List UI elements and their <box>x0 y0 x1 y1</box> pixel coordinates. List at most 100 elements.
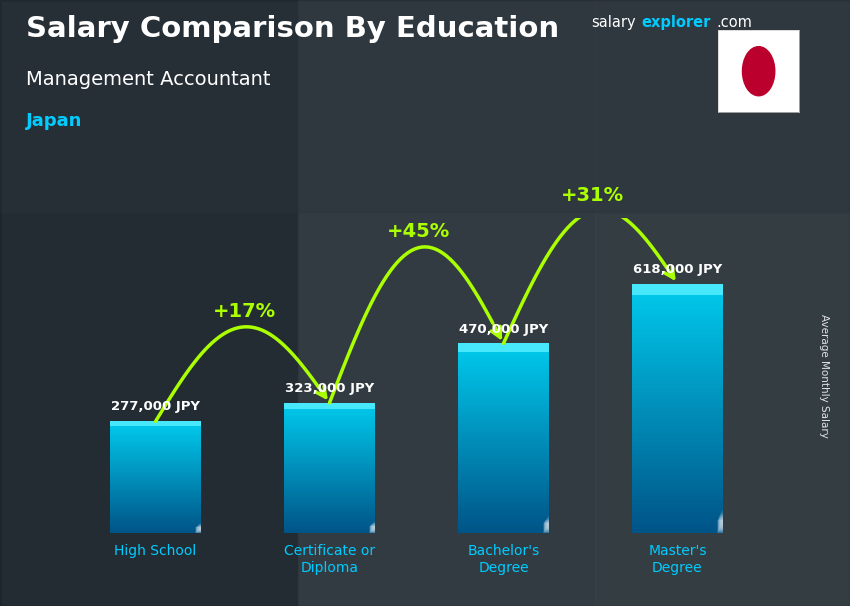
Bar <box>284 505 375 507</box>
Bar <box>110 464 201 466</box>
Bar <box>110 526 201 528</box>
Bar <box>298 0 595 606</box>
Bar <box>373 522 375 529</box>
Text: +17%: +17% <box>212 302 276 321</box>
Bar <box>458 368 549 372</box>
Bar <box>110 466 201 468</box>
Bar <box>110 457 201 459</box>
Bar <box>632 487 722 491</box>
Bar <box>374 521 375 528</box>
Bar <box>543 523 549 533</box>
Bar <box>284 518 375 520</box>
Bar <box>632 313 722 317</box>
Bar <box>458 458 549 461</box>
Bar <box>371 524 375 531</box>
Bar <box>547 516 549 526</box>
Bar <box>196 527 201 533</box>
Bar <box>632 454 722 458</box>
Bar <box>110 455 201 457</box>
Bar <box>284 468 375 470</box>
Bar <box>110 504 201 505</box>
Bar <box>110 530 201 531</box>
Bar <box>632 421 722 425</box>
Bar <box>545 520 549 530</box>
Bar <box>284 492 375 494</box>
Bar <box>632 417 722 421</box>
Bar <box>544 521 549 531</box>
Bar <box>370 526 375 533</box>
Bar <box>547 517 549 527</box>
Bar <box>110 470 201 471</box>
Bar <box>458 413 549 416</box>
Bar <box>284 459 375 462</box>
Bar <box>632 467 722 471</box>
Bar <box>632 391 722 396</box>
Bar <box>110 471 201 474</box>
Bar <box>284 527 375 529</box>
Bar <box>458 391 549 394</box>
Bar <box>632 479 722 484</box>
Bar <box>458 495 549 499</box>
Bar <box>196 527 201 533</box>
Bar <box>110 462 201 464</box>
Bar <box>284 529 375 531</box>
Bar <box>547 518 549 528</box>
Bar <box>458 514 549 518</box>
Bar <box>720 514 722 527</box>
Bar <box>110 487 201 488</box>
Bar <box>372 523 375 530</box>
Bar <box>632 450 722 454</box>
Bar <box>458 429 549 432</box>
Bar <box>110 433 201 435</box>
Bar <box>110 473 201 476</box>
Bar <box>632 475 722 479</box>
Bar <box>632 471 722 475</box>
Bar <box>284 451 375 453</box>
Bar <box>284 403 375 405</box>
Bar <box>719 516 722 530</box>
Bar <box>284 531 375 533</box>
Bar <box>545 521 549 531</box>
Text: +45%: +45% <box>387 222 450 241</box>
Bar <box>284 490 375 492</box>
Bar <box>458 482 549 486</box>
Bar <box>458 347 549 350</box>
Bar <box>632 288 722 292</box>
Bar <box>458 441 549 445</box>
Bar <box>197 525 201 531</box>
Bar <box>110 478 201 479</box>
Bar <box>370 525 375 532</box>
Bar <box>458 356 549 359</box>
Bar <box>632 371 722 375</box>
Bar <box>458 359 549 362</box>
Bar <box>284 514 375 516</box>
Bar <box>720 513 722 527</box>
Bar <box>458 362 549 365</box>
Bar <box>632 413 722 417</box>
Bar <box>110 421 201 423</box>
Bar <box>110 509 201 511</box>
Bar <box>110 427 201 429</box>
Text: Salary Comparison By Education: Salary Comparison By Education <box>26 15 558 43</box>
Bar <box>721 511 722 525</box>
Bar <box>545 521 549 530</box>
Bar <box>544 522 549 532</box>
Bar <box>632 513 722 517</box>
Bar <box>110 423 201 425</box>
Bar <box>458 419 549 422</box>
Text: .com: .com <box>717 15 752 30</box>
Bar <box>632 296 722 300</box>
Bar <box>721 512 722 525</box>
Bar <box>284 411 375 414</box>
Bar <box>632 483 722 487</box>
Bar <box>547 517 549 527</box>
Bar <box>284 481 375 483</box>
Bar <box>632 508 722 513</box>
Bar <box>284 444 375 446</box>
Bar <box>632 355 722 359</box>
Bar <box>369 527 375 533</box>
Bar <box>110 453 201 455</box>
Bar <box>199 524 201 530</box>
Bar <box>632 433 722 438</box>
Bar <box>110 524 201 526</box>
